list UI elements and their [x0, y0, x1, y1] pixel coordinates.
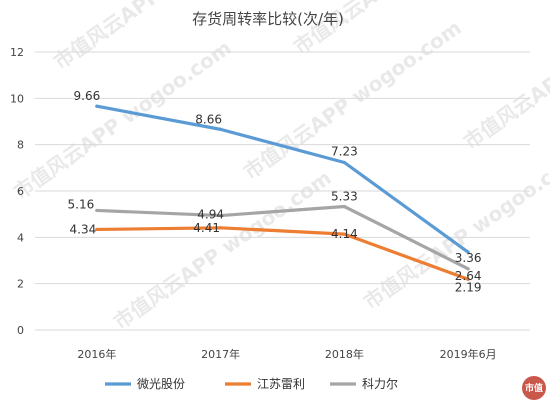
- data-point: [219, 127, 223, 131]
- legend: 微光股份 江苏雷利 科力尔: [105, 376, 398, 391]
- data-point: [219, 226, 223, 230]
- legend-label: 微光股份: [137, 377, 185, 391]
- x-tick-label: 2017年: [201, 347, 240, 361]
- data-labels: 9.66 8.66 7.23 3.36 4.34 4.41 4.14 2.19 5.16 4.94…: [68, 89, 482, 294]
- data-label: 4.14: [331, 227, 358, 241]
- data-point: [466, 267, 470, 271]
- x-tick-label: 2016年: [77, 347, 116, 361]
- legend-label: 江苏雷利: [257, 377, 305, 391]
- y-gridlines: [35, 51, 530, 331]
- series-line: [95, 104, 470, 254]
- data-point: [95, 227, 99, 232]
- series-lines: [95, 104, 470, 281]
- data-label: 3.36: [455, 251, 482, 265]
- y-tick-label: 10: [10, 92, 24, 105]
- y-axis-ticks: 0 2 4 6 8 10 12: [10, 46, 24, 337]
- y-tick-label: 6: [17, 185, 24, 198]
- data-label: 8.66: [195, 112, 222, 126]
- x-tick-label: 2018年: [325, 347, 364, 361]
- x-tick-label: 2019年6月: [440, 347, 497, 361]
- data-label: 5.33: [331, 190, 358, 204]
- series-line: [95, 204, 470, 271]
- chart-title: 存货周转率比较(次/年): [192, 10, 344, 28]
- data-label: 4.41: [193, 221, 220, 235]
- data-label: 9.66: [74, 89, 101, 103]
- data-label: 2.64: [455, 269, 482, 283]
- data-point: [342, 232, 346, 236]
- watermark-text: 市值风云APP wogoo.com: [239, 15, 466, 184]
- data-point: [95, 208, 99, 213]
- y-tick-label: 4: [17, 231, 24, 244]
- data-point: [95, 104, 99, 108]
- y-tick-label: 8: [17, 139, 24, 152]
- watermark-text: 市值风云APP wogoo.com: [459, 0, 550, 154]
- data-point: [219, 213, 223, 218]
- data-label: 2.19: [455, 280, 482, 294]
- y-tick-label: 12: [10, 46, 24, 59]
- data-point: [466, 250, 470, 254]
- data-label: 5.16: [68, 197, 95, 211]
- seal-text: 市值: [525, 382, 543, 394]
- legend-label: 科力尔: [362, 376, 398, 391]
- watermark-seal: 市值: [522, 376, 546, 400]
- seal-circle: [522, 376, 546, 400]
- y-tick-label: 0: [17, 324, 24, 337]
- data-label: 4.94: [197, 208, 224, 222]
- data-point: [466, 277, 470, 281]
- data-label: 4.34: [70, 222, 97, 236]
- series-line: [95, 226, 470, 281]
- x-axis-ticks: 2016年 2017年 2018年 2019年6月: [77, 347, 496, 361]
- data-label: 7.23: [331, 145, 358, 159]
- data-point: [342, 204, 346, 209]
- data-point: [342, 160, 346, 165]
- y-tick-label: 2: [17, 278, 24, 291]
